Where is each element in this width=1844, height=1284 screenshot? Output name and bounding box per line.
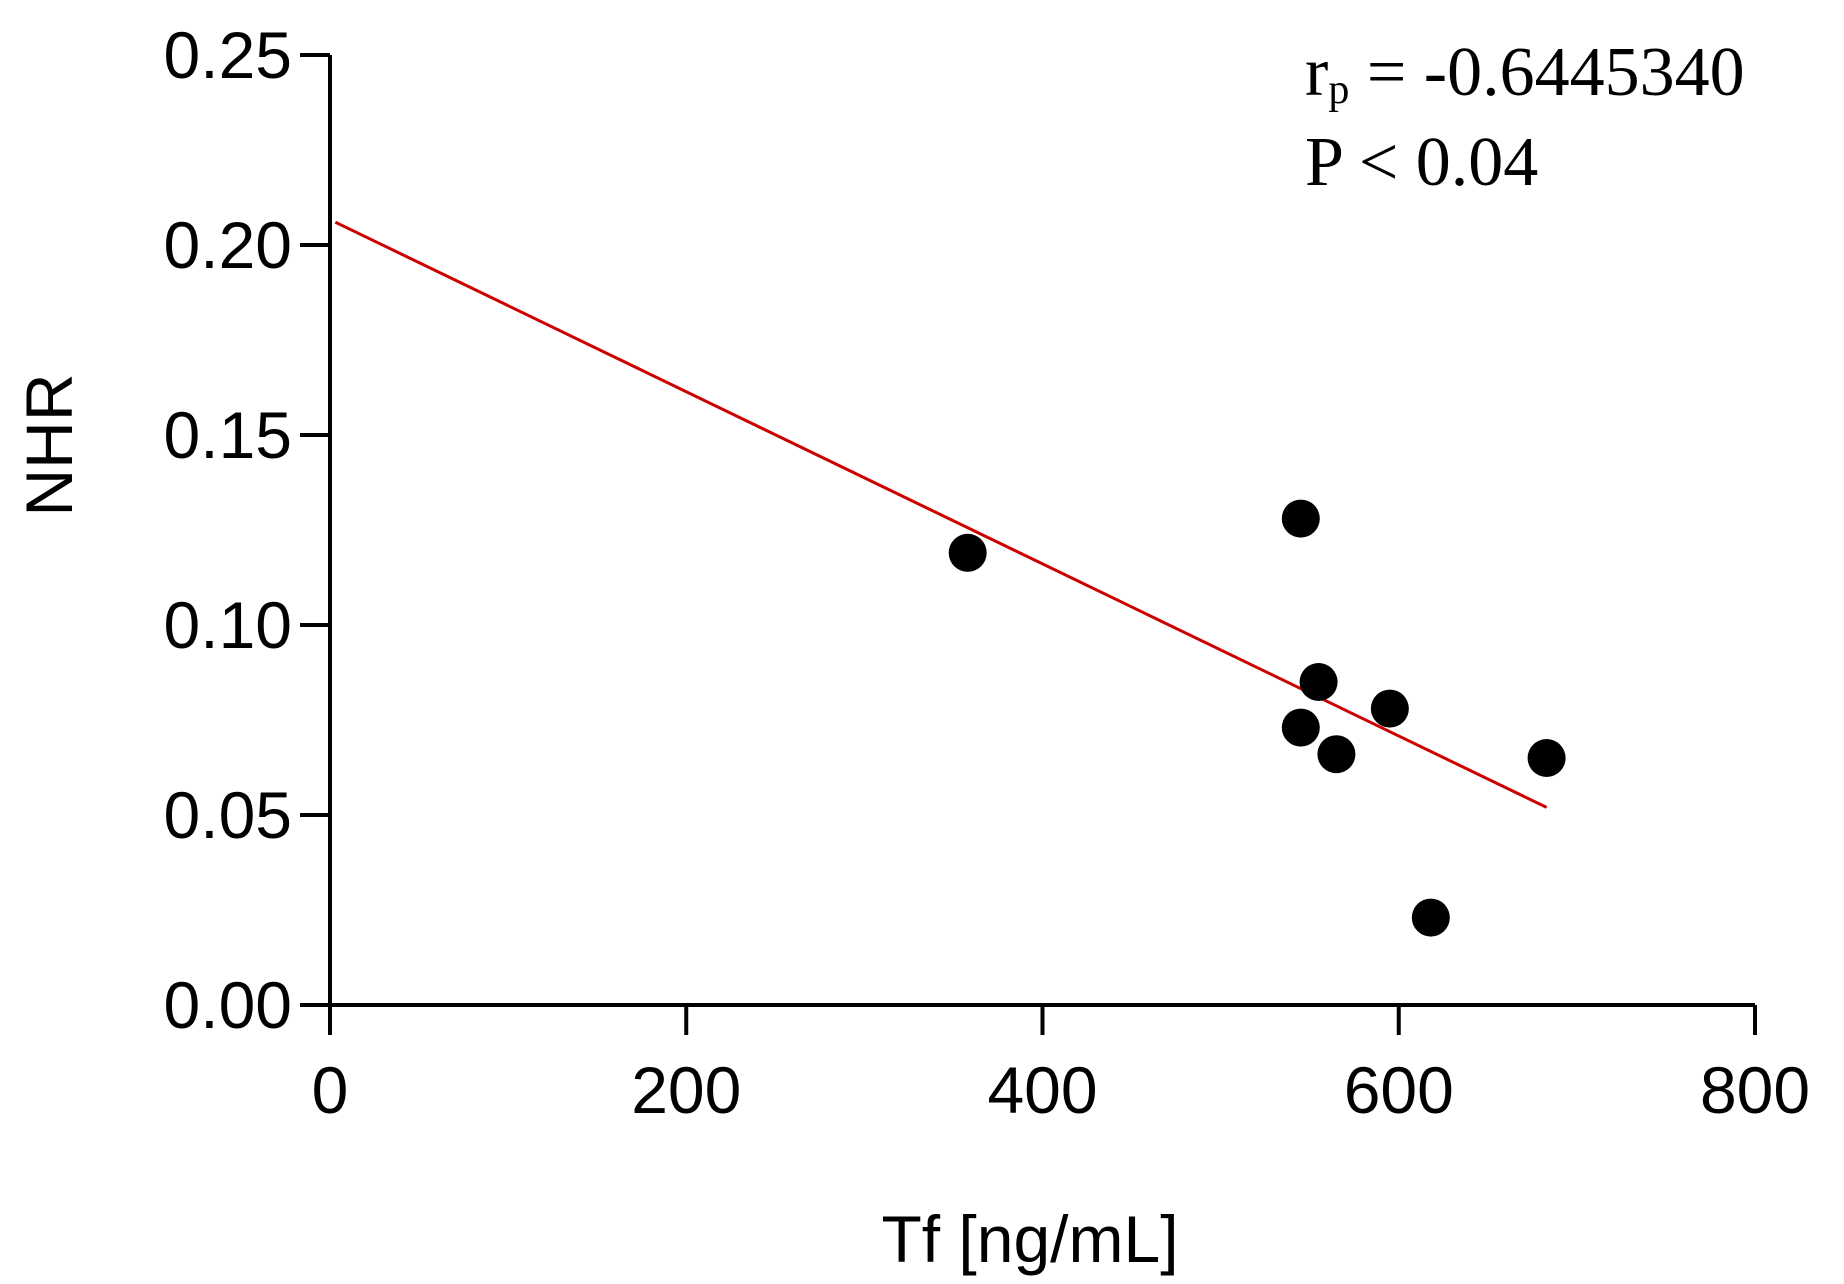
data-point <box>1281 708 1320 747</box>
r-symbol: r <box>1305 34 1328 111</box>
y-axis-ticks: 0.00 0.05 0.10 0.15 0.20 0.25 <box>164 18 330 1042</box>
data-point <box>948 533 987 572</box>
x-tick-label: 200 <box>631 1053 741 1127</box>
y-tick-label: 0.15 <box>164 398 292 472</box>
data-point <box>1281 499 1320 538</box>
axes: 0.00 0.05 0.10 0.15 0.20 0.25 0 200 400 600 800 <box>164 18 1811 1127</box>
x-tick-label: 0 <box>312 1053 349 1127</box>
y-axis-title: NHR <box>12 374 86 517</box>
y-tick-label: 0.00 <box>164 968 292 1042</box>
data-point <box>1299 663 1338 701</box>
x-axis-title: Tf [ng/mL] <box>881 1202 1178 1276</box>
data-points <box>948 499 1566 937</box>
data-point <box>1527 739 1566 777</box>
p-value: P < 0.04 <box>1305 124 1538 201</box>
y-tick-label: 0.20 <box>164 208 292 282</box>
x-tick-label: 600 <box>1344 1053 1454 1127</box>
regression-line <box>334 220 1548 809</box>
r-value: = -0.6445340 <box>1349 34 1744 111</box>
data-point <box>1411 898 1450 937</box>
data-point <box>1370 689 1409 728</box>
data-point <box>1317 735 1356 774</box>
x-axis-ticks: 0 200 400 600 800 <box>312 1005 1810 1127</box>
y-tick-label: 0.25 <box>164 18 292 92</box>
x-tick-label: 800 <box>1700 1053 1810 1127</box>
correlation-coefficient: rp = -0.6445340 <box>1305 34 1745 113</box>
y-tick-label: 0.05 <box>164 778 292 852</box>
y-tick-label: 0.10 <box>164 588 292 662</box>
x-tick-label: 400 <box>987 1053 1097 1127</box>
r-subscript: p <box>1328 67 1349 113</box>
